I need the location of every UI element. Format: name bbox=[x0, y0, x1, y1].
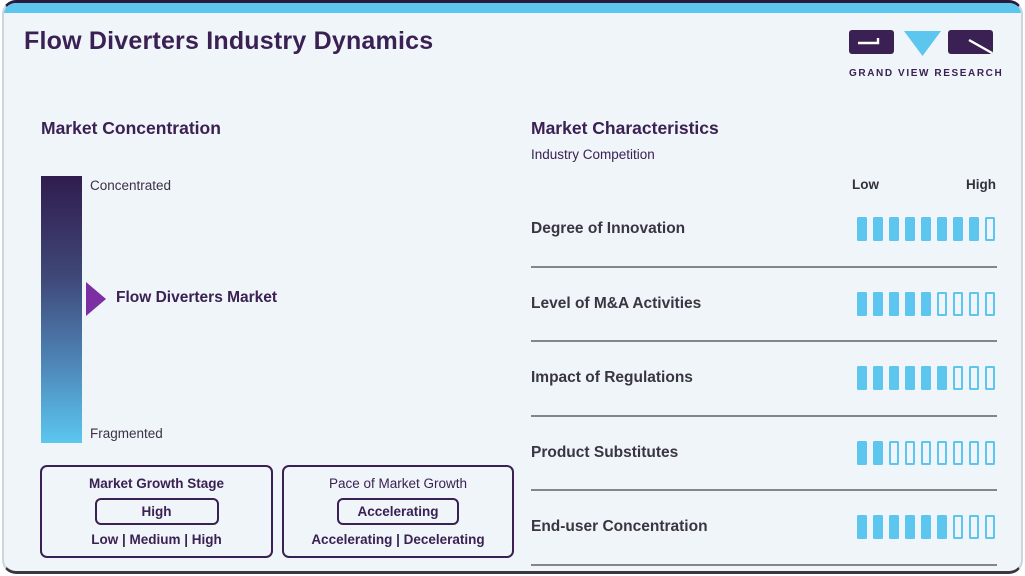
rating-segment-filled bbox=[873, 440, 883, 465]
rating-segment-empty bbox=[985, 515, 995, 540]
rating-bar bbox=[857, 440, 995, 465]
rating-segment-filled bbox=[857, 291, 867, 316]
rating-segment-filled bbox=[873, 291, 883, 316]
page-title: Flow Diverters Industry Dynamics bbox=[24, 27, 434, 55]
rating-segment-empty bbox=[937, 291, 947, 316]
characteristic-label: Degree of Innovation bbox=[531, 220, 686, 238]
rating-segment-empty bbox=[985, 440, 995, 465]
pace-title: Pace of Market Growth bbox=[328, 476, 468, 491]
rating-segment-empty bbox=[969, 515, 979, 540]
gvr-logo-icon bbox=[849, 30, 993, 56]
rating-segment-filled bbox=[889, 366, 899, 391]
rating-segment-filled bbox=[889, 515, 899, 540]
rating-segment-filled bbox=[889, 291, 899, 316]
market-growth-stage-box: Market Growth Stage High Low | Medium | … bbox=[40, 465, 273, 558]
characteristic-row: End-user Concentration bbox=[531, 491, 997, 566]
rating-segment-empty bbox=[969, 366, 979, 391]
rating-segment-empty bbox=[969, 291, 979, 316]
rating-segment-filled bbox=[953, 217, 963, 242]
rating-segment-empty bbox=[921, 440, 931, 465]
rating-segment-filled bbox=[857, 366, 867, 391]
characteristic-label: Level of M&A Activities bbox=[531, 294, 702, 312]
rating-scale-header: Low High bbox=[531, 177, 997, 193]
characteristic-row: Product Substitutes bbox=[531, 417, 997, 491]
gvr-logo: GRAND VIEW RESEARCH bbox=[849, 27, 1004, 79]
rating-segment-filled bbox=[969, 217, 979, 242]
rating-segment-empty bbox=[937, 440, 947, 465]
rating-segment-filled bbox=[889, 217, 899, 242]
rating-segment-empty bbox=[969, 440, 979, 465]
rating-segment-filled bbox=[937, 515, 947, 540]
industry-competition-subheading: Industry Competition bbox=[531, 147, 655, 162]
rating-bar bbox=[857, 366, 995, 391]
growth-stage-value: High bbox=[94, 498, 219, 525]
fragmented-label: Fragmented bbox=[90, 426, 163, 441]
rating-segment-filled bbox=[905, 366, 915, 391]
concentrated-label: Concentrated bbox=[90, 178, 172, 193]
scale-high-label: High bbox=[966, 177, 996, 192]
pace-value: Accelerating bbox=[337, 498, 459, 525]
rating-segment-empty bbox=[953, 440, 963, 465]
growth-stage-title: Market Growth Stage bbox=[88, 476, 225, 491]
rating-segment-filled bbox=[921, 291, 931, 316]
characteristic-row: Impact of Regulations bbox=[531, 342, 997, 417]
rating-segment-filled bbox=[857, 217, 867, 242]
growth-stage-options: Low | Medium | High bbox=[91, 532, 222, 547]
characteristic-label: Product Substitutes bbox=[531, 443, 679, 461]
rating-segment-filled bbox=[937, 366, 947, 391]
rating-bar bbox=[857, 217, 995, 242]
pace-of-growth-box: Pace of Market Growth Accelerating Accel… bbox=[282, 465, 514, 558]
market-characteristics-heading: Market Characteristics bbox=[531, 118, 719, 138]
rating-segment-filled bbox=[905, 217, 915, 242]
rating-segment-empty bbox=[985, 366, 995, 391]
concentration-gradient-bar bbox=[41, 176, 82, 443]
gvr-logo-text: GRAND VIEW RESEARCH bbox=[849, 68, 1004, 79]
scale-low-label: Low bbox=[852, 177, 879, 192]
characteristic-label: Impact of Regulations bbox=[531, 369, 693, 387]
rating-segment-filled bbox=[921, 515, 931, 540]
characteristic-row: Degree of Innovation bbox=[531, 193, 997, 268]
characteristics-list: Degree of Innovation Level of M&A Activit… bbox=[531, 193, 997, 566]
rating-segment-filled bbox=[873, 515, 883, 540]
rating-segment-filled bbox=[921, 366, 931, 391]
market-pointer-arrow-icon bbox=[86, 282, 106, 316]
top-accent-strip bbox=[4, 3, 1021, 13]
characteristic-label: End-user Concentration bbox=[531, 518, 708, 536]
rating-segment-filled bbox=[921, 217, 931, 242]
market-concentration-heading: Market Concentration bbox=[41, 118, 221, 138]
rating-segment-empty bbox=[985, 291, 995, 316]
rating-segment-empty bbox=[953, 515, 963, 540]
rating-segment-empty bbox=[985, 217, 995, 242]
pace-options: Accelerating | Decelerating bbox=[311, 532, 485, 547]
rating-segment-filled bbox=[905, 291, 915, 316]
rating-segment-empty bbox=[953, 291, 963, 316]
rating-segment-empty bbox=[953, 366, 963, 391]
rating-segment-empty bbox=[889, 440, 899, 465]
rating-segment-filled bbox=[905, 515, 915, 540]
rating-segment-filled bbox=[873, 366, 883, 391]
rating-segment-filled bbox=[857, 515, 867, 540]
market-pointer-label: Flow Diverters Market bbox=[116, 289, 278, 306]
rating-bar bbox=[857, 291, 995, 316]
characteristic-row: Level of M&A Activities bbox=[531, 268, 997, 342]
rating-segment-filled bbox=[873, 217, 883, 242]
rating-segment-empty bbox=[905, 440, 915, 465]
rating-segment-filled bbox=[857, 440, 867, 465]
rating-segment-filled bbox=[937, 217, 947, 242]
rating-bar bbox=[857, 515, 995, 540]
